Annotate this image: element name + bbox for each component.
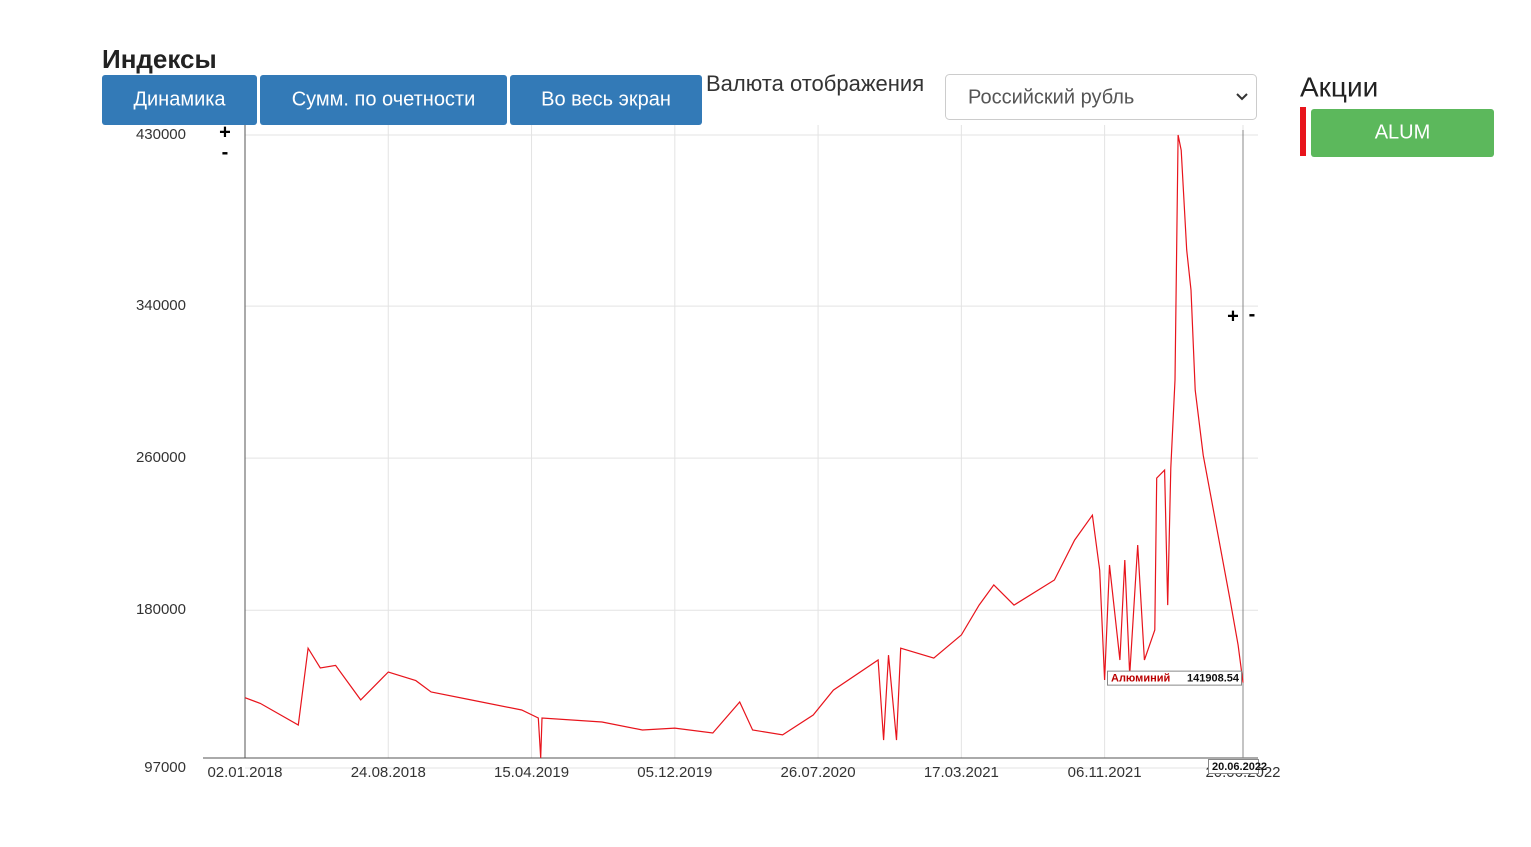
button-bg — [510, 75, 702, 125]
active-marker — [1300, 107, 1306, 156]
chart: 97000 180000 260000 340000 430000 02.01.2018 2… — [136, 121, 1281, 781]
currency-select[interactable]: Российский рубль — [945, 74, 1257, 120]
button-label: Динамика — [133, 88, 226, 110]
currency-label: Валюта отображения — [706, 71, 924, 96]
x-tick-label: 05.12.2019 — [637, 764, 712, 781]
tooltip-date: 20.06.2022 — [1212, 761, 1267, 773]
select-arrow — [1236, 93, 1248, 101]
button-label: ALUM — [1375, 121, 1431, 143]
button-bg — [260, 75, 507, 125]
tooltip-series: Алюминий — [1111, 673, 1170, 685]
button-bg — [1311, 109, 1494, 157]
x-tick-label: 17.03.2021 — [924, 764, 999, 781]
zoom-in[interactable]: + — [219, 121, 231, 143]
y-tick-label: 97000 — [144, 759, 186, 776]
zoom-in[interactable]: + — [1227, 305, 1239, 327]
button-label: Во весь экран — [541, 88, 671, 110]
page-title: Индексы — [102, 44, 217, 74]
button[interactable]: Во весь экран — [510, 75, 702, 125]
y-tick-label: 340000 — [136, 297, 186, 314]
button[interactable]: Сумм. по очетности — [260, 75, 507, 125]
select-value: Российский рубль — [968, 86, 1134, 108]
select-box — [945, 74, 1257, 120]
x-tick-label: 26.07.2020 — [781, 764, 856, 781]
x-tick-label: 06.11.2021 — [1068, 764, 1142, 781]
x-tick-label: 24.08.2018 — [351, 764, 426, 781]
tooltip-value: 141908.54 — [1187, 673, 1240, 685]
x-tick-label: 02.01.2018 — [207, 764, 282, 781]
y-tick-label: 180000 — [136, 601, 186, 618]
zoom-out[interactable]: - — [1249, 303, 1256, 325]
zoom-out[interactable]: - — [222, 141, 229, 163]
tooltip-box — [1107, 670, 1242, 686]
stock-button[interactable]: ALUM — [1311, 109, 1494, 157]
x-tick-label: 15.04.2019 — [494, 764, 569, 781]
y-tick-label: 430000 — [136, 126, 186, 143]
series-line — [244, 134, 1244, 758]
button[interactable]: Динамика — [102, 75, 257, 125]
button-label: Сумм. по очетности — [292, 88, 476, 110]
tooltip-date-box — [1208, 759, 1259, 774]
button-bg — [102, 75, 257, 125]
y-tick-label: 260000 — [136, 449, 186, 466]
sidebar-title: Акции — [1300, 71, 1378, 102]
